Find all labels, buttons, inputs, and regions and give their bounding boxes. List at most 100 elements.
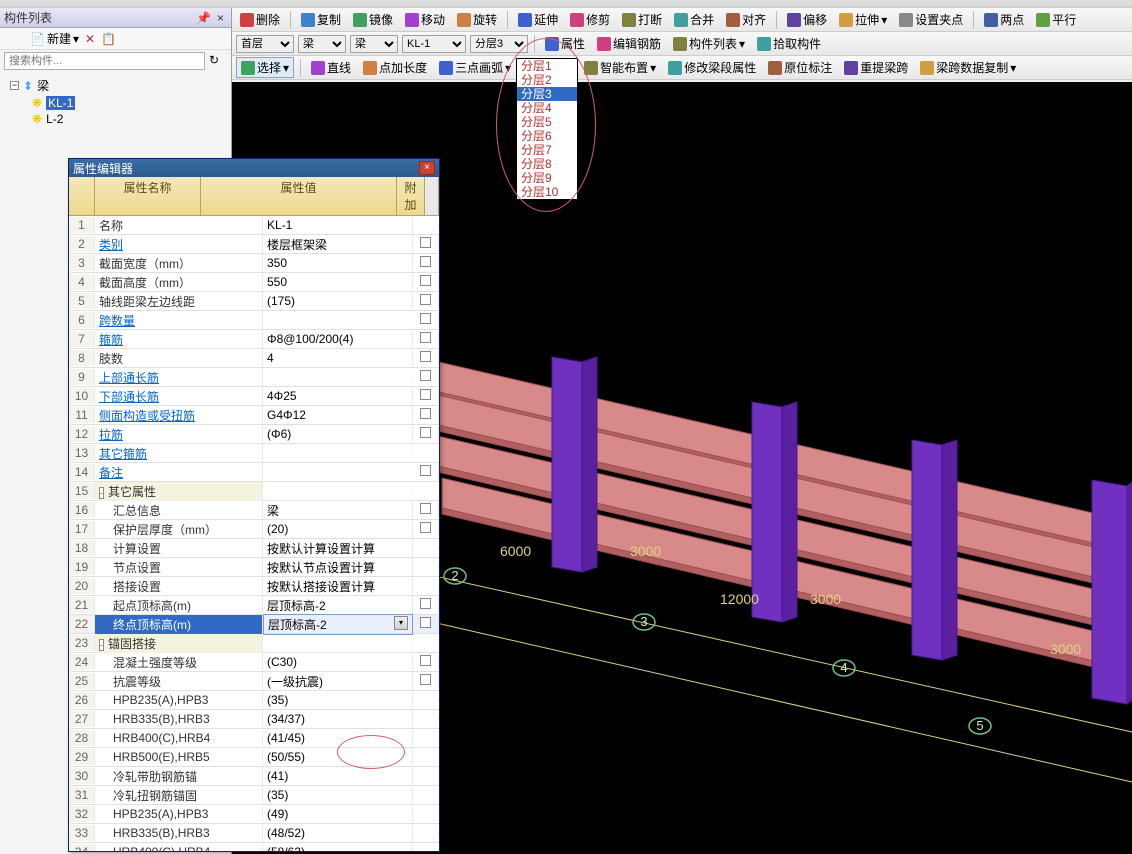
toolbar-button[interactable]: 梁跨数据复制▾	[916, 58, 1020, 77]
property-row[interactable]: 16汇总信息梁	[69, 501, 439, 520]
dropdown-option[interactable]: 分层10	[517, 185, 577, 199]
toolbar-button[interactable]: 复制	[297, 10, 345, 29]
dropdown-option[interactable]: 分层6	[517, 129, 577, 143]
checkbox-icon[interactable]	[420, 237, 431, 248]
property-value[interactable]: (C30)	[263, 654, 413, 670]
dropdown-option[interactable]: 分层1	[517, 59, 577, 73]
checkbox-icon[interactable]	[420, 389, 431, 400]
extra-checkbox-cell[interactable]	[413, 369, 439, 385]
dropdown-option[interactable]: 分层5	[517, 115, 577, 129]
property-value[interactable]: 550	[263, 274, 413, 290]
checkbox-icon[interactable]	[420, 370, 431, 381]
search-input[interactable]	[4, 52, 205, 70]
tree-item[interactable]: ❋ KL-1	[30, 95, 231, 111]
extra-checkbox-cell[interactable]	[413, 293, 439, 309]
property-row[interactable]: 31冷轧扭钢筋锚固(35)	[69, 786, 439, 805]
extra-checkbox-cell[interactable]	[413, 832, 439, 834]
property-value[interactable]: G4Φ12	[263, 407, 413, 423]
extra-checkbox-cell[interactable]	[413, 616, 439, 632]
layer-dropdown-list[interactable]: 分层1分层2分层3分层4分层5分层6分层7分层8分层9分层10	[516, 58, 578, 200]
dialog-close-icon[interactable]: ×	[419, 161, 435, 175]
property-row[interactable]: 5轴线距梁左边线距(175)	[69, 292, 439, 311]
property-row[interactable]: 19节点设置按默认节点设置计算	[69, 558, 439, 577]
property-value[interactable]: 按默认计算设置计算	[263, 539, 413, 558]
extra-checkbox-cell[interactable]	[413, 756, 439, 758]
property-value[interactable]: 按默认节点设置计算	[263, 558, 413, 577]
extra-checkbox-cell[interactable]	[413, 566, 439, 568]
toolbar-button[interactable]: 偏移	[783, 10, 831, 29]
dropdown-option[interactable]: 分层3	[517, 87, 577, 101]
collapse-icon[interactable]: −	[10, 81, 19, 90]
extra-checkbox-cell[interactable]	[413, 388, 439, 404]
property-value[interactable]: (49)	[263, 806, 413, 822]
property-value[interactable]: (41/45)	[263, 730, 413, 746]
dropdown-option[interactable]: 分层2	[517, 73, 577, 87]
property-value[interactable]: 层顶标高-2	[263, 596, 413, 615]
property-row[interactable]: 13其它箍筋	[69, 444, 439, 463]
checkbox-icon[interactable]	[420, 598, 431, 609]
property-value[interactable]: 4	[263, 350, 413, 366]
toolbar-button[interactable]: 三点画弧▾	[435, 58, 515, 77]
extra-checkbox-cell[interactable]	[413, 642, 439, 644]
toolbar-button[interactable]: 修改梁段属性	[664, 58, 760, 77]
toolbar-button[interactable]: 拾取构件	[753, 34, 825, 53]
property-value[interactable]	[263, 471, 413, 473]
property-value[interactable]: (Φ6)	[263, 426, 413, 442]
property-row[interactable]: 32HPB235(A),HPB3(49)	[69, 805, 439, 824]
property-value[interactable]: (20)	[263, 521, 413, 537]
extra-checkbox-cell[interactable]	[413, 331, 439, 347]
selector-combo[interactable]: KL-1	[402, 35, 466, 53]
property-value[interactable]	[263, 452, 413, 454]
property-value[interactable]: (58/63)	[263, 844, 413, 852]
extra-checkbox-cell[interactable]	[413, 547, 439, 549]
property-row[interactable]: 27HRB335(B),HRB3(34/37)	[69, 710, 439, 729]
refresh-icon[interactable]: ↻	[209, 53, 225, 69]
extra-checkbox-cell[interactable]	[413, 585, 439, 587]
extra-checkbox-cell[interactable]	[413, 699, 439, 701]
toolbar-button[interactable]: 编辑钢筋	[593, 34, 665, 53]
property-row[interactable]: 11侧面构造或受扭筋G4Φ12	[69, 406, 439, 425]
property-value[interactable]: KL-1	[263, 217, 413, 233]
copy-icon[interactable]: 📋	[101, 32, 116, 46]
toolbar-button[interactable]: 移动	[401, 10, 449, 29]
extra-checkbox-cell[interactable]	[413, 597, 439, 613]
delete-icon[interactable]: ✕	[85, 32, 95, 46]
checkbox-icon[interactable]	[420, 275, 431, 286]
property-row[interactable]: 2类别楼层框架梁	[69, 235, 439, 254]
dropdown-option[interactable]: 分层8	[517, 157, 577, 171]
property-value[interactable]: (48/52)	[263, 825, 413, 841]
property-row[interactable]: 15-其它属性	[69, 482, 439, 501]
property-value[interactable]: 楼层框架梁	[263, 235, 413, 254]
property-value[interactable]	[263, 319, 413, 321]
property-row[interactable]: 33HRB335(B),HRB3(48/52)	[69, 824, 439, 843]
property-row[interactable]: 14备注	[69, 463, 439, 482]
checkbox-icon[interactable]	[420, 408, 431, 419]
group-toggle-icon[interactable]: -	[99, 639, 104, 651]
property-value[interactable]: (一级抗震)	[263, 672, 413, 691]
extra-checkbox-cell[interactable]	[413, 718, 439, 720]
property-row[interactable]: 8肢数4	[69, 349, 439, 368]
checkbox-icon[interactable]	[420, 522, 431, 533]
property-value[interactable]: 层顶标高-2▾	[263, 614, 413, 635]
property-value[interactable]: 4Φ25	[263, 388, 413, 404]
checkbox-icon[interactable]	[420, 427, 431, 438]
property-value[interactable]	[263, 376, 413, 378]
toolbar-button[interactable]: 对齐	[722, 10, 770, 29]
extra-checkbox-cell[interactable]	[413, 502, 439, 518]
property-value[interactable]: (35)	[263, 692, 413, 708]
extra-checkbox-cell[interactable]	[413, 775, 439, 777]
tree-item[interactable]: ❋ L-2	[30, 111, 231, 127]
toolbar-button[interactable]: 镜像	[349, 10, 397, 29]
property-value[interactable]: 按默认搭接设置计算	[263, 577, 413, 596]
selector-combo[interactable]: 首层	[236, 35, 294, 53]
property-row[interactable]: 17保护层厚度（mm）(20)	[69, 520, 439, 539]
toolbar-button[interactable]: 原位标注	[764, 58, 836, 77]
checkbox-icon[interactable]	[420, 313, 431, 324]
dialog-title-bar[interactable]: 属性编辑器 ×	[69, 159, 439, 177]
tree-root-node[interactable]: − ⬍ 梁	[8, 76, 231, 95]
checkbox-icon[interactable]	[420, 465, 431, 476]
toolbar-button[interactable]: 删除	[236, 10, 284, 29]
property-row[interactable]: 25抗震等级(一级抗震)	[69, 672, 439, 691]
property-row[interactable]: 21起点顶标高(m)层顶标高-2	[69, 596, 439, 615]
extra-checkbox-cell[interactable]	[413, 224, 439, 226]
